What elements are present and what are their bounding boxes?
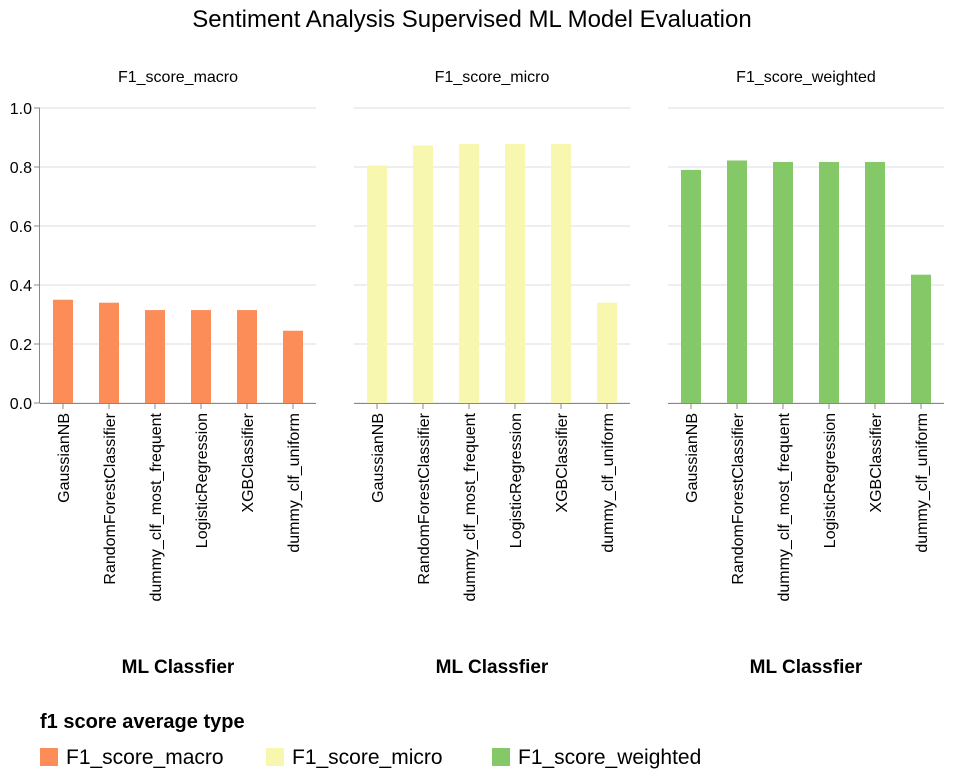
facets: F1_score_macro GaussianNB RandomForestClas… bbox=[10, 69, 944, 678]
bar-F1_score_micro-LogisticRegression bbox=[505, 143, 525, 404]
bar-F1_score_micro-dummy_clf_uniform bbox=[597, 302, 617, 403]
x-tick-label: RandomForestClassifier bbox=[730, 412, 747, 584]
y-tick-label: 0.8 bbox=[10, 160, 32, 177]
legend-swatch bbox=[40, 748, 58, 766]
chart-title: Sentiment Analysis Supervised ML Model E… bbox=[192, 6, 751, 33]
bar-F1_score_weighted-dummy_clf_most_frequent bbox=[773, 161, 793, 403]
x-axis-title: ML Classfier bbox=[436, 657, 549, 678]
y-tick-label: 0.2 bbox=[10, 337, 32, 354]
x-tick-label: XGBClassifier bbox=[868, 412, 885, 512]
bar-F1_score_macro-dummy_clf_most_frequent bbox=[145, 310, 165, 403]
y-tick-label: 0.4 bbox=[10, 278, 32, 295]
legend-swatch bbox=[266, 748, 284, 766]
bar-F1_score_micro-XGBClassifier bbox=[551, 143, 571, 404]
bar-F1_score_macro-dummy_clf_uniform bbox=[283, 330, 303, 403]
x-axis-title: ML Classfier bbox=[122, 657, 235, 678]
legend: f1 score average type F1_score_macro F1_s… bbox=[40, 711, 701, 769]
bar-F1_score_weighted-dummy_clf_uniform bbox=[911, 274, 931, 403]
legend-label: F1_score_macro bbox=[66, 746, 224, 769]
x-tick-label: RandomForestClassifier bbox=[102, 412, 119, 584]
x-tick-label: dummy_clf_uniform bbox=[914, 413, 931, 553]
facet-F1_score_micro: F1_score_micro GaussianNB RandomForestClas… bbox=[354, 69, 630, 678]
x-tick-label: GaussianNB bbox=[56, 413, 73, 503]
x-tick-label: GaussianNB bbox=[684, 413, 701, 503]
x-tick-label: dummy_clf_most_frequent bbox=[148, 412, 165, 601]
facet-F1_score_weighted: F1_score_weighted GaussianNB RandomForestC… bbox=[668, 69, 944, 678]
x-tick-label: XGBClassifier bbox=[554, 412, 571, 512]
facet-title: F1_score_weighted bbox=[736, 69, 876, 86]
bar-F1_score_micro-dummy_clf_most_frequent bbox=[459, 143, 479, 404]
x-tick-label: dummy_clf_uniform bbox=[286, 413, 303, 553]
y-tick-label: 0.6 bbox=[10, 219, 32, 236]
y-tick-label: 0.0 bbox=[10, 396, 32, 413]
bar-F1_score_weighted-LogisticRegression bbox=[819, 161, 839, 403]
x-tick-label: LogisticRegression bbox=[194, 413, 211, 548]
bar-F1_score_weighted-RandomForestClassifier bbox=[727, 160, 747, 403]
legend-label: F1_score_micro bbox=[292, 746, 443, 769]
bar-F1_score_micro-GaussianNB bbox=[367, 165, 387, 403]
legend-label: F1_score_weighted bbox=[518, 746, 701, 769]
facet-title: F1_score_micro bbox=[435, 69, 550, 86]
x-tick-label: dummy_clf_most_frequent bbox=[462, 412, 479, 601]
bar-F1_score_macro-LogisticRegression bbox=[191, 310, 211, 403]
bar-F1_score_macro-RandomForestClassifier bbox=[99, 302, 119, 403]
x-axis-title: ML Classfier bbox=[750, 657, 863, 678]
facet-title: F1_score_macro bbox=[118, 69, 238, 86]
bar-F1_score_macro-GaussianNB bbox=[53, 299, 73, 403]
bar-F1_score_weighted-XGBClassifier bbox=[865, 161, 885, 403]
y-tick-label: 1.0 bbox=[10, 101, 32, 118]
bar-F1_score_macro-XGBClassifier bbox=[237, 310, 257, 403]
x-tick-label: GaussianNB bbox=[370, 413, 387, 503]
bar-F1_score_weighted-GaussianNB bbox=[681, 169, 701, 403]
x-tick-label: dummy_clf_most_frequent bbox=[776, 412, 793, 601]
bar-F1_score_micro-RandomForestClassifier bbox=[413, 145, 433, 403]
legend-swatch bbox=[492, 748, 510, 766]
x-tick-label: RandomForestClassifier bbox=[416, 412, 433, 584]
x-tick-label: dummy_clf_uniform bbox=[600, 413, 617, 553]
facet-F1_score_macro: F1_score_macro GaussianNB RandomForestClas… bbox=[10, 69, 316, 678]
x-tick-label: LogisticRegression bbox=[822, 413, 839, 548]
legend-title: f1 score average type bbox=[40, 711, 245, 733]
x-tick-label: LogisticRegression bbox=[508, 413, 525, 548]
x-tick-label: XGBClassifier bbox=[240, 412, 257, 512]
